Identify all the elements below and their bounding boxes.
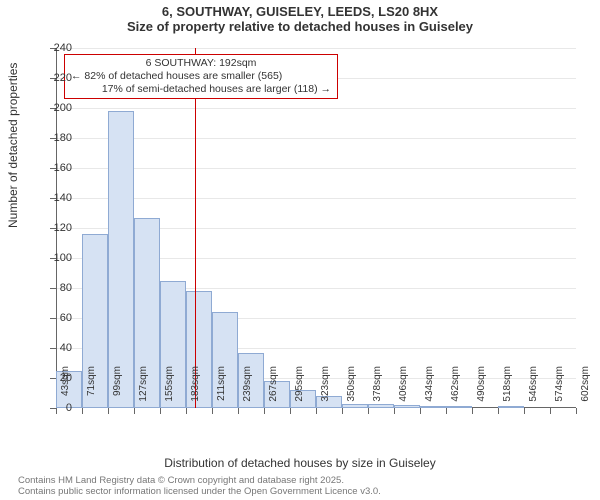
annotation-larger-pct: 17% of semi-detached houses are larger (… [71, 83, 331, 96]
x-tick [134, 408, 135, 414]
grid-line [56, 108, 576, 109]
x-tick-label: 183sqm [190, 366, 201, 414]
footer-attribution: Contains HM Land Registry data © Crown c… [18, 476, 381, 498]
x-tick-label: 99sqm [112, 366, 123, 414]
x-tick-label: 406sqm [398, 366, 409, 414]
x-tick-label: 211sqm [216, 366, 227, 414]
x-tick [550, 408, 551, 414]
x-tick [160, 408, 161, 414]
y-tick-label: 220 [40, 72, 72, 84]
y-tick-label: 100 [40, 252, 72, 264]
x-tick-label: 323sqm [320, 366, 331, 414]
x-tick-label: 546sqm [528, 366, 539, 414]
x-tick [264, 408, 265, 414]
x-tick-label: 295sqm [294, 366, 305, 414]
x-tick [472, 408, 473, 414]
y-tick-label: 80 [40, 282, 72, 294]
x-tick [420, 408, 421, 414]
chart-title-block: 6, SOUTHWAY, GUISELEY, LEEDS, LS20 8HX S… [0, 0, 600, 34]
x-tick [290, 408, 291, 414]
x-tick-label: 127sqm [138, 366, 149, 414]
reference-line [195, 48, 196, 408]
x-tick [82, 408, 83, 414]
footer-line-2: Contains public sector information licen… [18, 487, 381, 498]
x-tick [524, 408, 525, 414]
chart-plot-area: 6 SOUTHWAY: 192sqm← 82% of detached hous… [56, 48, 576, 408]
x-tick [186, 408, 187, 414]
x-tick [108, 408, 109, 414]
grid-line [56, 48, 576, 49]
x-tick-label: 518sqm [502, 366, 513, 414]
x-tick-label: 43sqm [60, 366, 71, 414]
x-tick-label: 267sqm [268, 366, 279, 414]
y-tick-label: 40 [40, 342, 72, 354]
x-tick-label: 490sqm [476, 366, 487, 414]
y-tick-label: 240 [40, 42, 72, 54]
x-tick [446, 408, 447, 414]
x-axis-label: Distribution of detached houses by size … [0, 456, 600, 470]
y-tick-label: 140 [40, 192, 72, 204]
x-tick [316, 408, 317, 414]
x-tick [394, 408, 395, 414]
title-line-1: 6, SOUTHWAY, GUISELEY, LEEDS, LS20 8HX [0, 4, 600, 19]
x-tick [342, 408, 343, 414]
x-tick [498, 408, 499, 414]
histogram-bar [108, 111, 134, 408]
y-tick-label: 60 [40, 312, 72, 324]
annotation-box: 6 SOUTHWAY: 192sqm← 82% of detached hous… [64, 54, 338, 99]
x-tick-label: 71sqm [86, 366, 97, 414]
y-tick-label: 180 [40, 132, 72, 144]
x-tick-label: 602sqm [580, 366, 591, 414]
x-tick-label: 378sqm [372, 366, 383, 414]
x-tick-label: 462sqm [450, 366, 461, 414]
x-tick [238, 408, 239, 414]
y-tick-label: 160 [40, 162, 72, 174]
y-axis-label: Number of detached properties [6, 63, 20, 228]
x-tick-label: 239sqm [242, 366, 253, 414]
x-tick [576, 408, 577, 414]
annotation-title: 6 SOUTHWAY: 192sqm [71, 57, 331, 70]
x-tick-label: 155sqm [164, 366, 175, 414]
x-tick-label: 350sqm [346, 366, 357, 414]
title-line-2: Size of property relative to detached ho… [0, 19, 600, 34]
x-tick [212, 408, 213, 414]
y-tick-label: 120 [40, 222, 72, 234]
x-tick-label: 434sqm [424, 366, 435, 414]
annotation-smaller-pct: ← 82% of detached houses are smaller (56… [71, 70, 331, 83]
y-tick-label: 200 [40, 102, 72, 114]
x-tick [368, 408, 369, 414]
x-tick-label: 574sqm [554, 366, 565, 414]
